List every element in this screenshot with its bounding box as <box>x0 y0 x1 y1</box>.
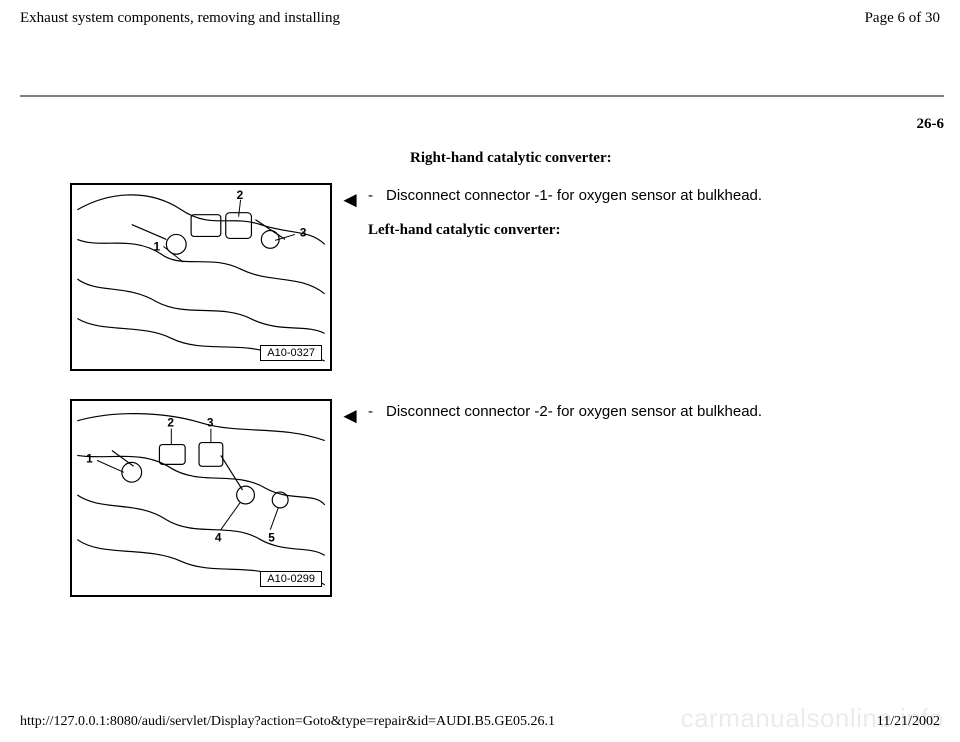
fig1-callout-1: 1 <box>154 239 161 253</box>
content-row-2: 1 2 3 4 5 A10-0299 ◄ - Disconnect connec… <box>70 399 940 597</box>
page-root: Exhaust system components, removing and … <box>0 0 960 742</box>
content-area: Right-hand catalytic converter: <box>70 150 940 625</box>
bullet-2-dash: - <box>368 403 386 420</box>
arrow-2: ◄ <box>332 399 368 429</box>
header-page-info: Page 6 of 30 <box>865 10 940 27</box>
bullet-1: - Disconnect connector -1- for oxygen se… <box>368 187 940 204</box>
figure-2: 1 2 3 4 5 A10-0299 <box>70 399 332 597</box>
bullet-1-text: Disconnect connector -1- for oxygen sens… <box>386 187 940 204</box>
figure-2-tag: A10-0299 <box>260 571 322 587</box>
arrow-1: ◄ <box>332 183 368 213</box>
bullet-2: - Disconnect connector -2- for oxygen se… <box>368 403 940 420</box>
arrow-left-icon: ◄ <box>339 403 361 429</box>
fig1-callout-3: 3 <box>300 225 307 239</box>
page-header: Exhaust system components, removing and … <box>20 10 940 27</box>
fig2-callout-5: 5 <box>268 531 275 545</box>
figure-1: 1 2 3 A10-0327 <box>70 183 332 371</box>
fig2-callout-1: 1 <box>86 451 93 465</box>
footer-date: 11/21/2002 <box>877 714 940 730</box>
fig1-callout-2: 2 <box>237 188 244 202</box>
fig2-callout-2: 2 <box>167 416 174 430</box>
fig2-callout-3: 3 <box>207 416 214 430</box>
text-col-2: - Disconnect connector -2- for oxygen se… <box>368 399 940 438</box>
heading-left-converter: Left-hand catalytic converter: <box>368 222 940 239</box>
bullet-2-text: Disconnect connector -2- for oxygen sens… <box>386 403 940 420</box>
figure-2-svg: 1 2 3 4 5 <box>72 401 330 595</box>
section-number: 26-6 <box>917 116 945 133</box>
header-divider <box>20 95 944 97</box>
text-col-1: - Disconnect connector -1- for oxygen se… <box>368 183 940 239</box>
arrow-left-icon: ◄ <box>339 187 361 213</box>
figure-1-tag: A10-0327 <box>260 345 322 361</box>
page-footer: http://127.0.0.1:8080/audi/servlet/Displ… <box>20 714 940 730</box>
footer-url: http://127.0.0.1:8080/audi/servlet/Displ… <box>20 714 555 730</box>
fig2-callout-4: 4 <box>215 531 222 545</box>
bullet-1-dash: - <box>368 187 386 204</box>
header-title: Exhaust system components, removing and … <box>20 10 340 27</box>
content-row-1: 1 2 3 A10-0327 ◄ - Disconnect connector … <box>70 183 940 371</box>
figure-1-svg: 1 2 3 <box>72 185 330 369</box>
heading-right-converter: Right-hand catalytic converter: <box>410 150 940 167</box>
